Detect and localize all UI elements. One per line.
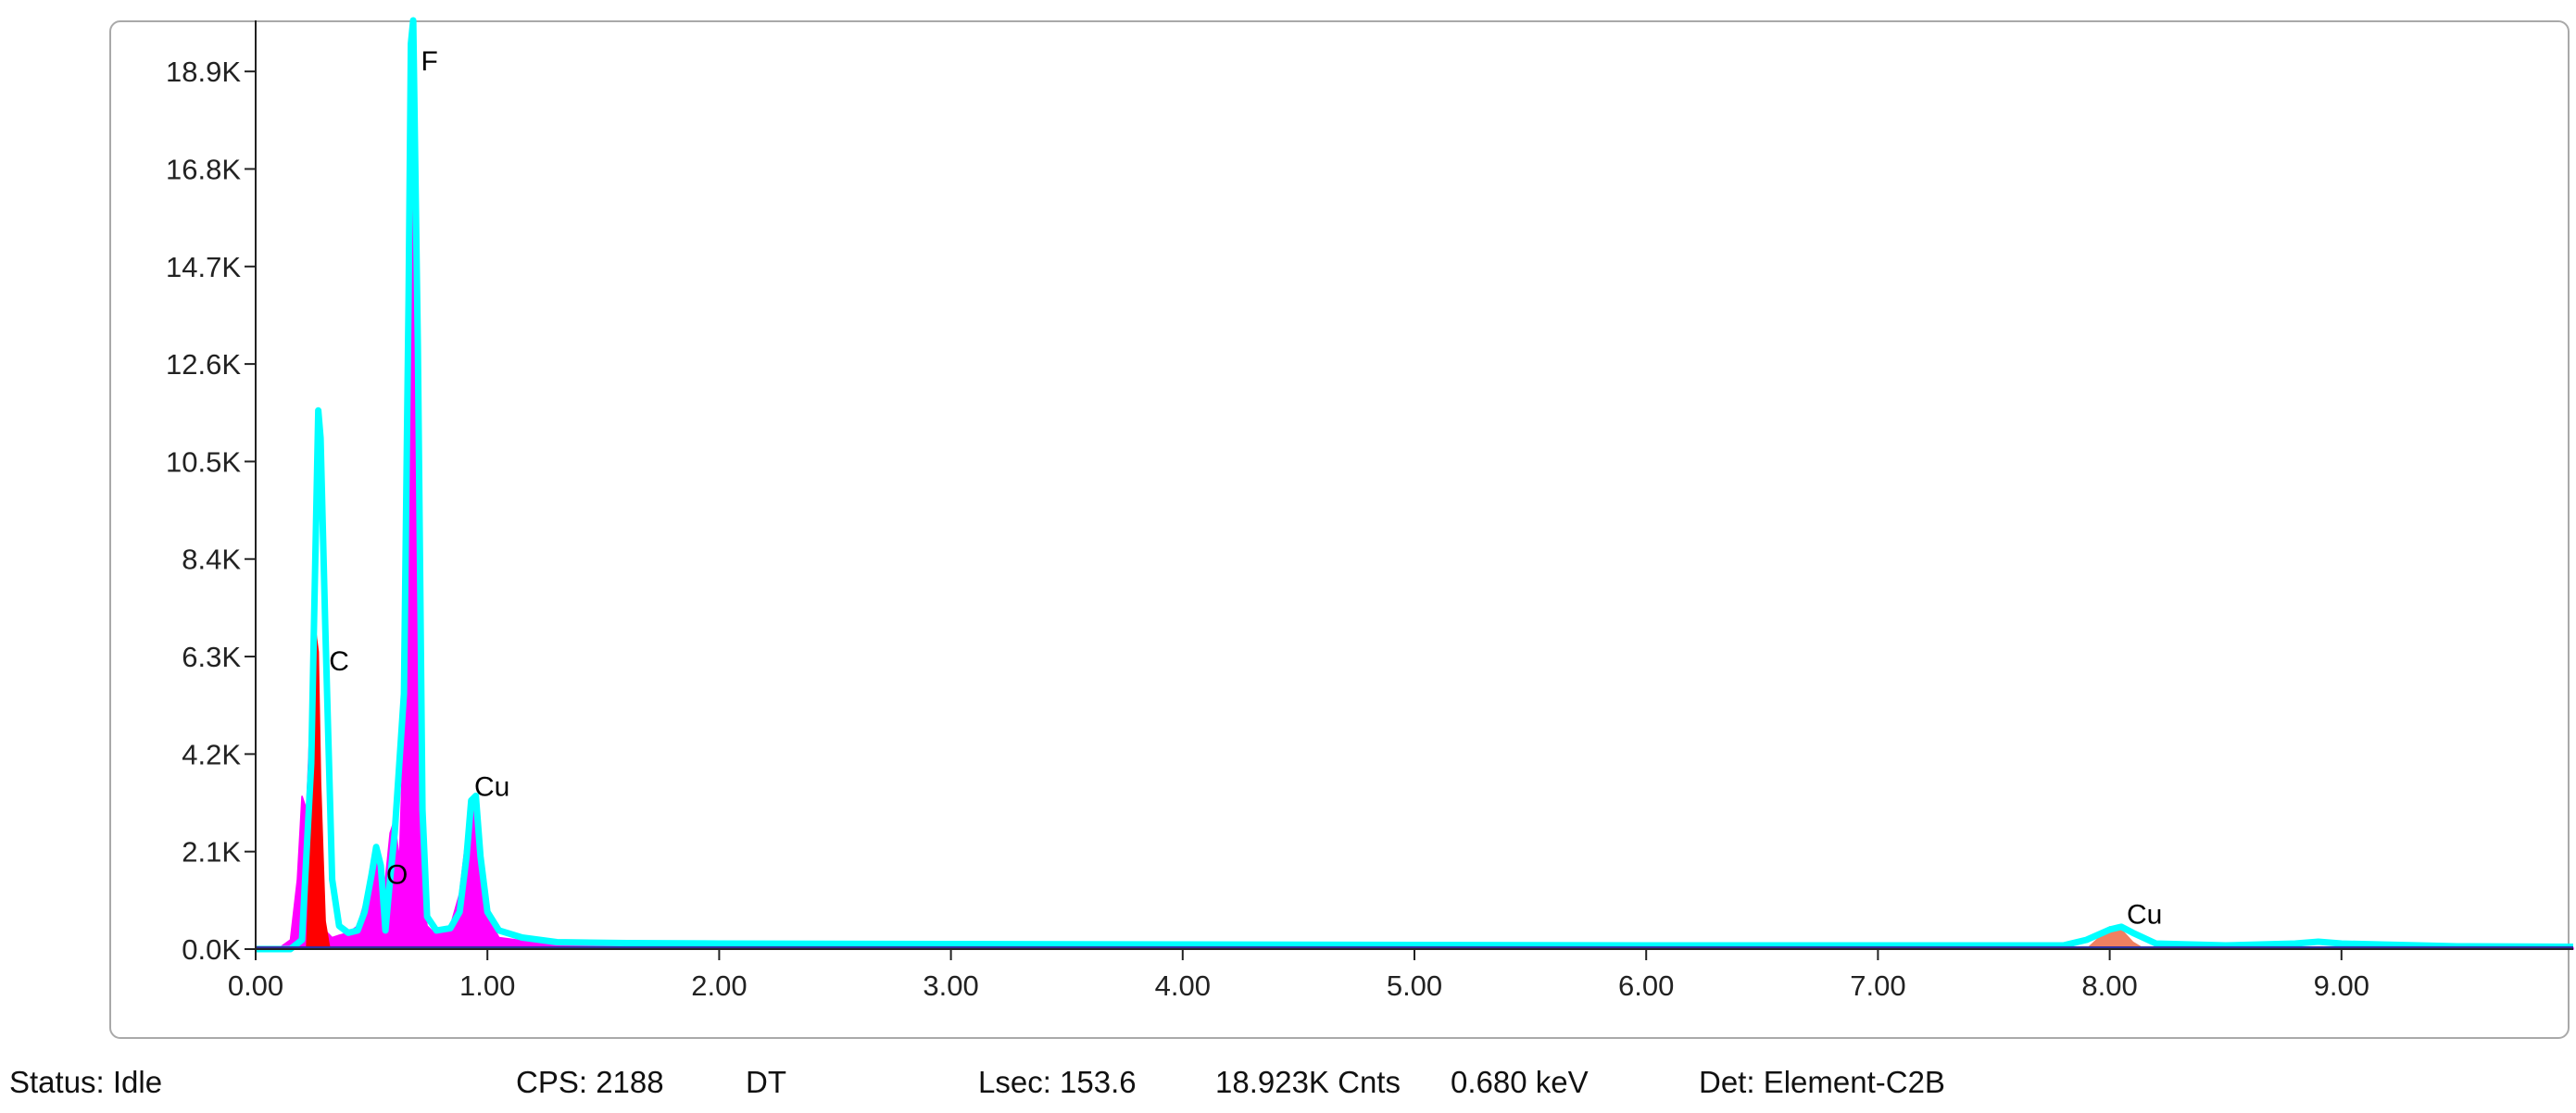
series-3-line bbox=[256, 17, 2574, 953]
peak-label-0: F bbox=[421, 46, 437, 77]
y-tick-label-5: 10.5K bbox=[166, 445, 241, 478]
y-tick-label-7: 14.7K bbox=[166, 251, 241, 283]
spectrum-chart: 0.00 1.00 2.00 3.00 4.00 5.00 6.00 7.00 8.00 9.00… bbox=[166, 17, 2574, 1002]
status-text: Status: Idle bbox=[9, 1065, 163, 1099]
x-tick-label-6: 6.00 bbox=[1618, 969, 1674, 1002]
kev-readout: 0.680 keV bbox=[1451, 1065, 1589, 1099]
lsec-readout: Lsec: 153.6 bbox=[978, 1065, 1137, 1099]
y-tick-label-8: 16.8K bbox=[166, 153, 241, 185]
peak-label-1: C bbox=[329, 646, 349, 677]
x-tick-label-5: 5.00 bbox=[1387, 969, 1442, 1002]
axis-layer: 0.00 1.00 2.00 3.00 4.00 5.00 6.00 7.00 8.00 9.00… bbox=[166, 20, 2573, 1002]
x-tick-label-3: 3.00 bbox=[923, 969, 978, 1002]
peak-label-4: Cu bbox=[2127, 899, 2162, 930]
cps-readout: CPS: 2188 bbox=[516, 1065, 664, 1099]
dt-readout: DT bbox=[746, 1065, 786, 1099]
plot-frame bbox=[109, 20, 2570, 1039]
x-tick-label-9: 9.00 bbox=[2314, 969, 2369, 1002]
series-0-area bbox=[278, 67, 2574, 950]
annotation-layer: F C Cu O Cu bbox=[329, 46, 2162, 930]
status-bar: Status: Idle CPS: 2188 DT Lsec: 153.6 18… bbox=[0, 1056, 2576, 1113]
x-tick-label-1: 1.00 bbox=[459, 969, 515, 1002]
y-tick-label-1: 2.1K bbox=[182, 836, 241, 869]
series-layer bbox=[256, 17, 2574, 953]
x-tick-label-8: 8.00 bbox=[2081, 969, 2137, 1002]
peak-label-3: O bbox=[386, 860, 408, 891]
y-tick-label-6: 12.6K bbox=[166, 348, 241, 381]
x-tick-label-0: 0.00 bbox=[228, 969, 283, 1002]
detector-readout: Det: Element-C2B bbox=[1699, 1065, 1945, 1099]
y-tick-label-0: 0.0K bbox=[182, 933, 241, 966]
x-tick-label-2: 2.00 bbox=[691, 969, 747, 1002]
counts-readout: 18.923K Cnts bbox=[1215, 1065, 1401, 1099]
y-tick-label-4: 8.4K bbox=[182, 544, 241, 576]
y-tick-label-9: 18.9K bbox=[166, 56, 241, 88]
x-tick-label-4: 4.00 bbox=[1155, 969, 1211, 1002]
peak-label-2: Cu bbox=[474, 771, 509, 802]
y-tick-label-2: 4.2K bbox=[182, 738, 241, 770]
x-tick-label-7: 7.00 bbox=[1850, 969, 1905, 1002]
y-tick-label-3: 6.3K bbox=[182, 641, 241, 673]
